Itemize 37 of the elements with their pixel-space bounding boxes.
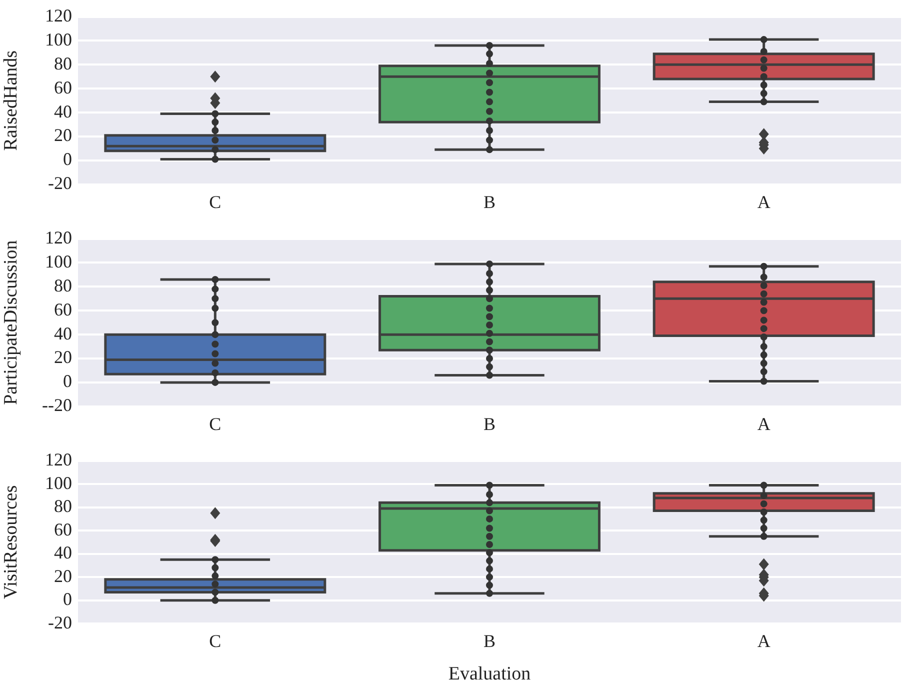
x-tick-label: C bbox=[209, 631, 222, 652]
y-axis-title: ParticipateDiscussion bbox=[0, 240, 22, 405]
y-tick-label: 80 bbox=[54, 275, 72, 296]
y-tick-label: 120 bbox=[45, 6, 72, 26]
y-tick-label: 60 bbox=[54, 519, 72, 540]
y-tick-label: 0 bbox=[63, 589, 72, 610]
y-tick-label: 100 bbox=[45, 251, 72, 272]
x-tick-label: A bbox=[757, 192, 770, 212]
x-tick-label: B bbox=[483, 631, 496, 652]
y-tick-label: 120 bbox=[45, 228, 72, 248]
y-tick-label: -20 bbox=[48, 612, 72, 632]
y-axis-title: RaisedHands bbox=[0, 50, 22, 151]
x-tick-label: B bbox=[483, 192, 496, 212]
y-tick-label: 80 bbox=[54, 496, 72, 516]
y-tick-label: 40 bbox=[54, 101, 72, 122]
y-tick-label: 60 bbox=[54, 299, 72, 320]
y-tick-label: 40 bbox=[54, 542, 72, 563]
y-tick-label: 0 bbox=[63, 149, 72, 170]
x-tick-label: C bbox=[209, 414, 222, 434]
y-tick-label: 0 bbox=[63, 371, 72, 392]
x-tick-label: A bbox=[757, 631, 770, 652]
y-tick-label: -20 bbox=[48, 173, 72, 194]
y-tick-label: 20 bbox=[54, 125, 72, 146]
y-tick-label: --20 bbox=[42, 395, 72, 416]
x-tick-label: C bbox=[209, 192, 222, 212]
y-tick-label: 80 bbox=[54, 53, 72, 74]
y-tick-label: 20 bbox=[54, 566, 72, 586]
y-tick-label: 100 bbox=[45, 29, 72, 50]
y-tick-label: 40 bbox=[54, 323, 72, 344]
y-tick-label: 120 bbox=[45, 450, 72, 470]
y-axis-title: VisitResources bbox=[0, 485, 22, 600]
x-tick-label: A bbox=[757, 414, 770, 434]
y-tick-label: 20 bbox=[54, 347, 72, 368]
y-tick-label: 100 bbox=[45, 472, 72, 493]
x-axis-title: Evaluation bbox=[448, 664, 532, 685]
y-tick-label: 60 bbox=[54, 77, 72, 98]
x-tick-label: B bbox=[483, 414, 496, 434]
